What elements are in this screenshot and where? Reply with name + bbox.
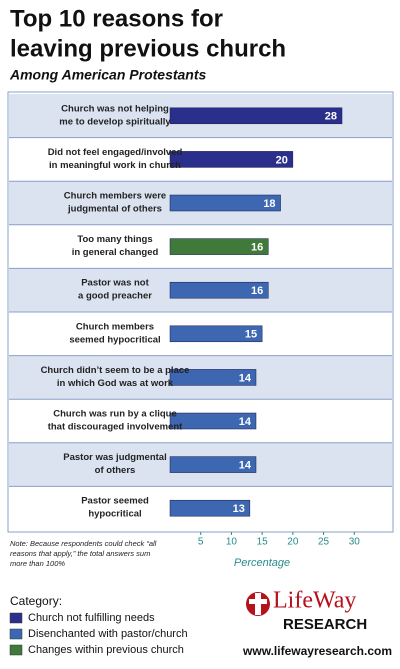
logo-name: LifeWay [273, 588, 356, 614]
category-label: Too many things [77, 234, 152, 245]
chart-title: Top 10 reasons for [10, 5, 223, 32]
legend-title: Category: [10, 594, 62, 608]
value-label: 14 [239, 460, 252, 472]
legend-swatch [9, 644, 23, 656]
x-tick-label: 20 [287, 537, 299, 548]
category-label: Pastor seemed [81, 496, 149, 507]
category-label: seemed hypocritical [69, 334, 160, 345]
category-label: judgmental of others [67, 204, 162, 215]
note: more than 100% [10, 559, 65, 568]
category-label: hypocritical [88, 509, 141, 520]
value-label: 16 [251, 242, 263, 254]
category-label: Church members [76, 321, 154, 332]
value-label: 28 [325, 111, 337, 123]
legend-label: Disenchanted with pastor/church [28, 628, 188, 640]
bar [169, 238, 269, 255]
chart-subtitle: Among American Protestants [9, 67, 207, 83]
value-label: 14 [239, 416, 252, 428]
logo-sub: RESEARCH [283, 616, 367, 633]
category-label: in general changed [72, 247, 159, 258]
bar [169, 369, 257, 386]
legend-swatch [9, 628, 23, 640]
x-tick-label: 5 [198, 537, 204, 548]
category-label: in meaningful work in church [49, 160, 181, 171]
value-label: 13 [233, 503, 245, 515]
bar [169, 107, 343, 125]
category-label: Church didn’t seem to be a place [41, 365, 190, 376]
bar [169, 325, 263, 343]
note: Note: Because respondents could check “a… [10, 539, 157, 548]
category-label: that discouraged involvement [48, 422, 183, 433]
category-label: Church was not helping [61, 103, 169, 114]
category-label: Did not feel engaged/involved [48, 147, 183, 158]
category-label: Pastor was not [81, 278, 149, 289]
legend-label: Church not fulfilling needs [28, 612, 155, 624]
category-label: of others [95, 465, 136, 476]
value-label: 20 [276, 154, 288, 166]
x-tick-label: 15 [257, 537, 269, 548]
bar [169, 151, 294, 168]
bar [169, 412, 257, 430]
value-label: 14 [239, 372, 252, 384]
bar [169, 499, 251, 517]
legend-swatch [9, 612, 23, 624]
value-label: 15 [245, 329, 257, 341]
category-label: a good preacher [78, 291, 152, 302]
chart-title: leaving previous church [10, 35, 286, 62]
bar [169, 281, 269, 299]
logo: LifeWay RESEARCH www.lifewayresearch.com [242, 588, 392, 659]
url: www.lifewayresearch.com [242, 644, 392, 658]
x-tick-label: 30 [349, 537, 361, 548]
category-label: Church members were [64, 191, 166, 202]
x-tick-label: 25 [318, 537, 330, 548]
legend-label: Changes within previous church [28, 644, 184, 656]
bar [169, 194, 281, 212]
category-label: Church was run by a clique [53, 409, 177, 420]
category-label: Pastor was judgmental [63, 452, 166, 463]
x-tick-label: 10 [226, 537, 238, 548]
category-label: me to develop spiritually [59, 116, 171, 127]
note: reasons that apply,” the total answers s… [10, 549, 150, 558]
x-axis-label: Percentage [234, 557, 290, 569]
logo-icon [249, 599, 267, 604]
value-label: 18 [263, 198, 275, 210]
bar [169, 456, 257, 473]
category-label: in which God was at work [57, 378, 174, 389]
value-label: 16 [251, 285, 263, 297]
